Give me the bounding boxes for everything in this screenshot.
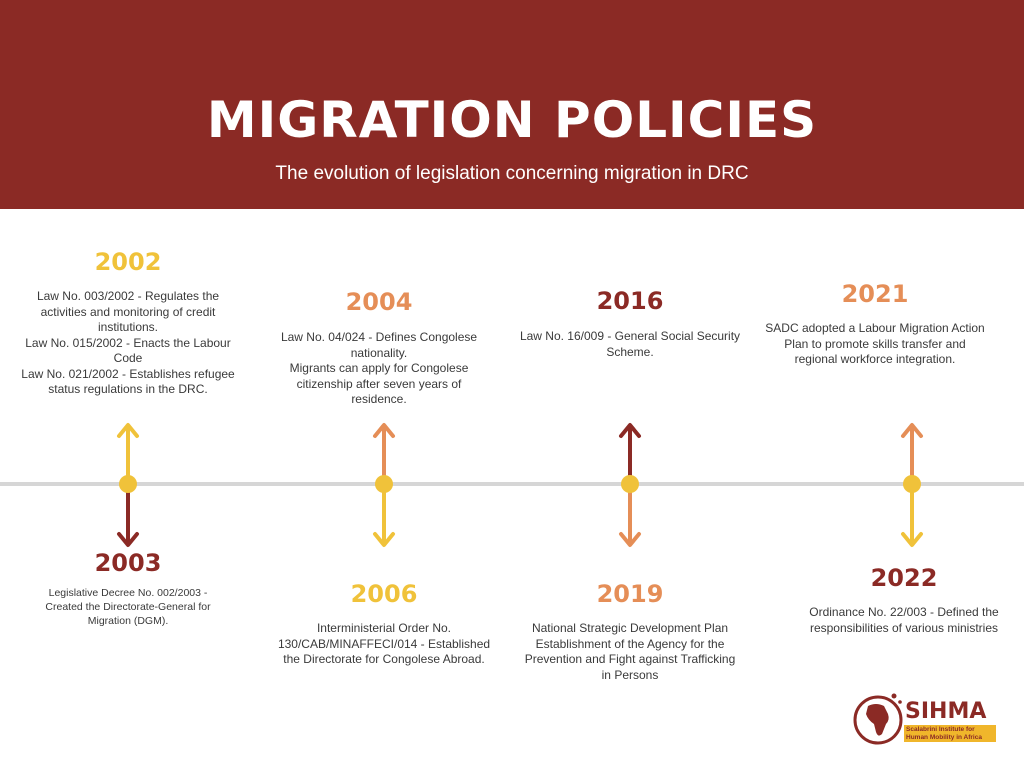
event-line: Law No. 16/009 - General Social Security — [519, 329, 741, 343]
event-line: status regulations in the DRC. — [48, 382, 208, 396]
event-line: responsibilities of various ministries — [809, 620, 999, 635]
year-2002: 2002 — [94, 248, 162, 276]
timeline-marker-2002-2003 — [117, 423, 139, 547]
logo-name: SIHMA — [905, 699, 987, 724]
event-line: Prevention and Fight against Trafficking — [524, 652, 736, 666]
event-line: Migrants can apply for Congolese — [289, 361, 469, 375]
globe-africa-icon — [853, 693, 903, 745]
event-line: Ordinance No. 22/003 - Defined the — [809, 605, 999, 619]
event-line: Law No. 003/2002 - Regulates the — [36, 289, 220, 303]
timeline-marker-2016-2019 — [619, 423, 641, 547]
logo-tagline-line: Human Mobility in Africa — [906, 733, 982, 741]
event-line: regional workforce integration. — [794, 352, 956, 366]
event-line: Scheme. — [606, 344, 654, 359]
event-2004-description: Law No. 04/024 - Defines Congolese natio… — [259, 330, 499, 408]
timeline-marker-2021-2022 — [901, 423, 923, 547]
event-line: Legislative Decree No. 002/2003 - — [48, 587, 208, 599]
year-2016: 2016 — [596, 287, 664, 315]
event-line: Law No. 015/2002 - Enacts the Labour — [25, 335, 231, 350]
event-line: 130/CAB/MINAFFECI/014 - Established — [277, 636, 491, 651]
event-line: National Strategic Development Plan — [531, 621, 729, 635]
page-title: MIGRATION POLICIES — [206, 91, 818, 149]
event-line: citizenship after seven years of — [296, 376, 462, 391]
timeline-marker-2004-2006 — [373, 423, 395, 547]
sihma-logo: SIHMA Scalabrini Institute for Human Mob… — [850, 688, 1000, 748]
event-2002-description: Law No. 003/2002 - Regulates the activit… — [8, 289, 248, 398]
event-2003-description: Legislative Decree No. 002/2003 - Create… — [8, 586, 248, 628]
event-line: in Persons — [601, 667, 659, 682]
event-line: Code — [113, 351, 143, 365]
year-2021: 2021 — [841, 280, 909, 308]
event-line: Plan to promote skills transfer and — [784, 336, 966, 351]
event-line: Law No. 04/024 - Defines Congolese — [280, 330, 478, 344]
event-line: Law No. 021/2002 - Establishes refugee — [21, 366, 235, 381]
logo-tagline: Scalabrini Institute for Human Mobility … — [904, 725, 996, 742]
year-2019: 2019 — [596, 580, 664, 608]
logo-tagline-line: Scalabrini Institute for — [906, 726, 975, 733]
event-2021-description: SADC adopted a Labour Migration Action P… — [750, 321, 1000, 368]
event-2016-description: Law No. 16/009 - General Social Security… — [510, 329, 750, 360]
event-line: activities and monitoring of credit — [40, 304, 216, 319]
event-line: Created the Directorate-General for — [45, 601, 211, 613]
event-line: Migration (DGM). — [87, 615, 169, 627]
timeline-dot — [375, 475, 393, 493]
event-line: Interministerial Order No. — [316, 621, 452, 635]
header-banner: MIGRATION POLICIES The evolution of legi… — [0, 0, 1024, 209]
year-2003: 2003 — [94, 549, 162, 577]
timeline-dot — [119, 475, 137, 493]
event-line: Establishment of the Agency for the — [535, 636, 725, 651]
event-line: institutions. — [97, 320, 159, 334]
event-line: SADC adopted a Labour Migration Action — [765, 321, 985, 335]
timeline-dot — [621, 475, 639, 493]
page-subtitle: The evolution of legislation concerning … — [275, 163, 749, 184]
year-2022: 2022 — [870, 564, 938, 592]
event-2022-description: Ordinance No. 22/003 - Defined the respo… — [794, 605, 1014, 636]
event-2019-description: National Strategic Development Plan Esta… — [505, 621, 755, 683]
event-line: the Directorate for Congolese Abroad. — [283, 652, 485, 666]
event-2006-description: Interministerial Order No. 130/CAB/MINAF… — [264, 621, 504, 668]
event-line: residence. — [351, 392, 407, 406]
year-2004: 2004 — [345, 288, 413, 316]
event-line: nationality. — [350, 345, 408, 360]
year-2006: 2006 — [350, 580, 418, 608]
timeline-axis — [0, 482, 1024, 486]
timeline-dot — [903, 475, 921, 493]
